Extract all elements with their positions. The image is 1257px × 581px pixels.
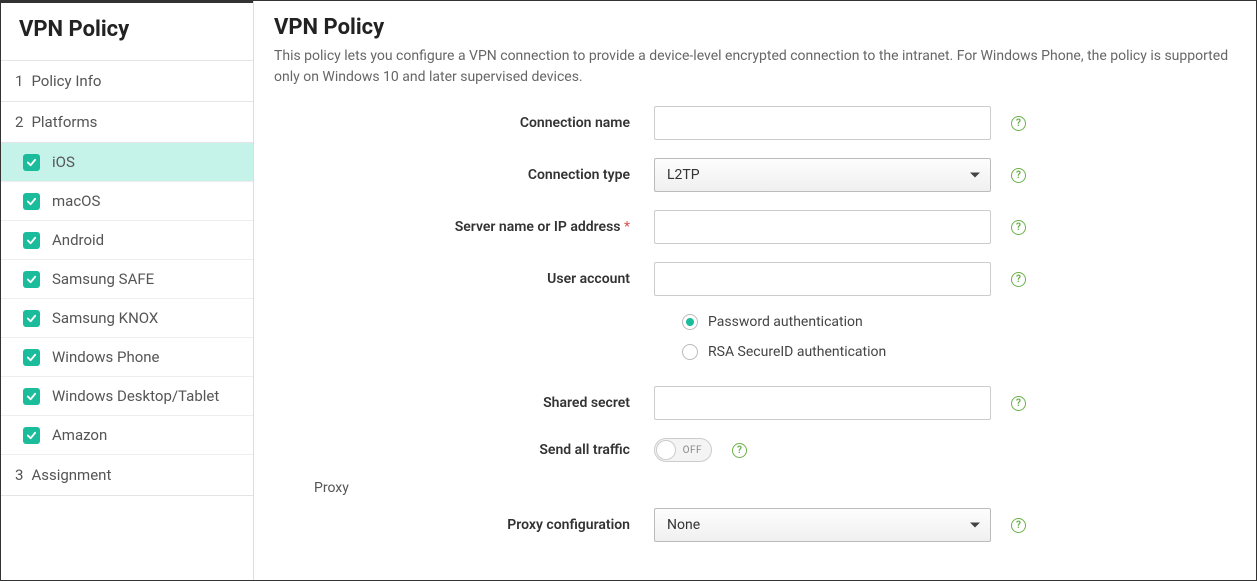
toggle-label: OFF	[683, 445, 702, 456]
nav-number: 3	[15, 466, 23, 484]
proxy-config-select[interactable]: None	[654, 508, 991, 542]
radio-label: RSA SecureID authentication	[708, 344, 886, 360]
help-icon[interactable]: ?	[1011, 396, 1026, 411]
platform-windows-desktop[interactable]: Windows Desktop/Tablet	[1, 377, 253, 416]
nav-label: Policy Info	[31, 72, 101, 90]
help-icon[interactable]: ?	[1011, 220, 1026, 235]
connection-name-input[interactable]	[654, 106, 991, 140]
chevron-down-icon	[970, 173, 980, 178]
auth-rsa-radio[interactable]: RSA SecureID authentication	[682, 344, 886, 360]
select-value: None	[667, 517, 700, 533]
auth-password-radio[interactable]: Password authentication	[682, 314, 863, 330]
connection-type-label: Connection type	[274, 167, 654, 183]
platform-label: Samsung KNOX	[52, 309, 158, 327]
nav-number: 2	[15, 113, 23, 131]
select-value: L2TP	[667, 167, 700, 183]
user-account-label: User account	[274, 271, 654, 287]
platform-android[interactable]: Android	[1, 221, 253, 260]
help-icon[interactable]: ?	[1011, 518, 1026, 533]
platform-label: Windows Phone	[52, 348, 160, 366]
page-title: VPN Policy	[274, 15, 1256, 40]
help-icon[interactable]: ?	[732, 443, 747, 458]
platform-label: Windows Desktop/Tablet	[52, 387, 219, 405]
send-all-toggle[interactable]: OFF	[654, 438, 712, 462]
proxy-config-label: Proxy configuration	[274, 517, 654, 533]
connection-type-select[interactable]: L2TP	[654, 158, 991, 192]
check-icon	[23, 271, 40, 288]
check-icon	[23, 388, 40, 405]
radio-icon	[682, 344, 698, 360]
platform-label: Samsung SAFE	[52, 270, 154, 288]
platform-macos[interactable]: macOS	[1, 182, 253, 221]
help-icon[interactable]: ?	[1011, 116, 1026, 131]
platform-label: Android	[52, 231, 104, 249]
check-icon	[23, 349, 40, 366]
nav-label: Assignment	[31, 466, 111, 484]
nav-assignment[interactable]: 3 Assignment	[1, 455, 253, 496]
platform-ios[interactable]: iOS	[1, 143, 253, 182]
send-all-label: Send all traffic	[274, 442, 654, 458]
connection-name-label: Connection name	[274, 115, 654, 131]
platform-label: Amazon	[52, 426, 107, 444]
platform-label: iOS	[52, 153, 75, 171]
user-account-input[interactable]	[654, 262, 991, 296]
check-icon	[23, 310, 40, 327]
nav-policy-info[interactable]: 1 Policy Info	[1, 61, 253, 102]
toggle-knob	[656, 440, 676, 460]
radio-icon	[682, 314, 698, 330]
sidebar-title: VPN Policy	[1, 1, 253, 61]
nav-number: 1	[15, 72, 23, 90]
page-description: This policy lets you configure a VPN con…	[274, 46, 1254, 88]
platform-samsung-knox[interactable]: Samsung KNOX	[1, 299, 253, 338]
sidebar: VPN Policy 1 Policy Info 2 Platforms iOS…	[1, 1, 254, 580]
help-icon[interactable]: ?	[1011, 272, 1026, 287]
platform-label: macOS	[52, 192, 100, 210]
platform-samsung-safe[interactable]: Samsung SAFE	[1, 260, 253, 299]
radio-label: Password authentication	[708, 314, 863, 330]
chevron-down-icon	[970, 523, 980, 528]
required-mark: *	[624, 219, 630, 235]
check-icon	[23, 154, 40, 171]
check-icon	[23, 232, 40, 249]
platform-amazon[interactable]: Amazon	[1, 416, 253, 455]
nav-label: Platforms	[31, 113, 97, 131]
nav-platforms[interactable]: 2 Platforms	[1, 102, 253, 143]
shared-secret-label: Shared secret	[274, 395, 654, 411]
platform-windows-phone[interactable]: Windows Phone	[1, 338, 253, 377]
server-input[interactable]	[654, 210, 991, 244]
shared-secret-input[interactable]	[654, 386, 991, 420]
main-panel: VPN Policy This policy lets you configur…	[254, 1, 1256, 580]
server-label: Server name or IP address *	[274, 219, 654, 235]
help-icon[interactable]: ?	[1011, 168, 1026, 183]
proxy-section-label: Proxy	[314, 480, 1256, 496]
check-icon	[23, 193, 40, 210]
check-icon	[23, 427, 40, 444]
